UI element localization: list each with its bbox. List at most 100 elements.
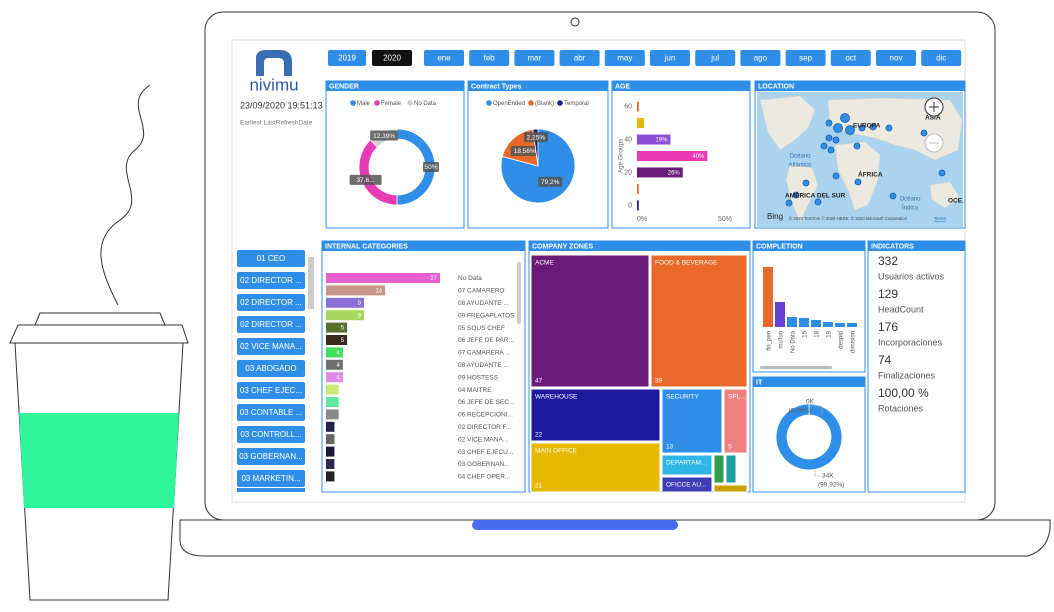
indicator-value: 129: [878, 287, 898, 301]
treemap-label: DEPARTAM...: [666, 460, 707, 467]
bar: [326, 434, 335, 445]
role-button-label: 03 ABOGADO: [245, 364, 296, 373]
data-label-box: [538, 176, 563, 187]
map-label: ÁFRICA: [858, 170, 883, 179]
bar: [326, 347, 343, 358]
month-button[interactable]: [469, 50, 510, 66]
data-label: 5: [341, 338, 345, 344]
role-button[interactable]: [237, 272, 305, 289]
category-label: No Data: [458, 275, 482, 282]
data-label: (0,08%): [789, 408, 812, 415]
panel: [752, 376, 866, 493]
bar: [326, 459, 335, 469]
h-scrollbar: [760, 366, 832, 369]
indicator-label: Incorporaciones: [878, 337, 943, 347]
month-button[interactable]: [559, 50, 600, 66]
bar: [326, 310, 364, 321]
month-button[interactable]: [830, 50, 871, 66]
treemap-value: 22: [535, 432, 543, 439]
indicator-label: Rotaciones: [878, 403, 924, 413]
month-button[interactable]: [650, 50, 690, 66]
role-button[interactable]: [237, 382, 305, 399]
legend-label: Temporal: [564, 101, 589, 107]
indicator-value: 74: [878, 353, 892, 367]
panel-title: IT: [756, 379, 763, 386]
role-button[interactable]: [237, 448, 305, 465]
category-label: 02 DIRECTOR F...: [458, 424, 512, 431]
year-button[interactable]: [328, 50, 366, 66]
logo-mark: [256, 50, 292, 76]
map-land: [759, 95, 816, 151]
role-button[interactable]: [237, 404, 305, 421]
month-button[interactable]: [785, 50, 826, 66]
treemap-value: 13: [666, 444, 674, 451]
role-button[interactable]: [237, 250, 305, 267]
role-scrollbar: [308, 257, 314, 309]
role-button-label: 02 VICE MANA...: [240, 342, 302, 351]
data-label: 5: [341, 326, 345, 332]
category-label: 08 AYUDANTE ...: [458, 300, 509, 307]
legend-label: Female: [381, 101, 402, 107]
bar: [799, 318, 809, 327]
count-label: 0K: [806, 399, 815, 406]
data-label: (99,92%): [818, 482, 844, 489]
bar: [637, 101, 639, 112]
map-point: [920, 129, 928, 137]
category-label: 02 VICE MANA...: [458, 436, 508, 443]
role-button-label: 03 CONTABLE ...: [240, 408, 303, 417]
month-button[interactable]: [921, 50, 962, 66]
x-tick-label: 19: [827, 330, 833, 337]
bar: [637, 200, 639, 211]
role-button-label: 03 GOBERNAN...: [239, 452, 303, 461]
cup-lid: [9, 324, 189, 344]
role-button-partial: [237, 488, 305, 492]
map-land: [929, 181, 961, 209]
year-button[interactable]: [372, 50, 412, 66]
panel: [867, 240, 966, 493]
map-point: [825, 134, 833, 142]
legend-label: No Data: [414, 101, 437, 107]
month-button-label: ago: [754, 54, 768, 63]
role-button[interactable]: [237, 360, 305, 377]
month-button[interactable]: [424, 50, 464, 66]
category-label: 09 HOSTESS: [458, 374, 499, 381]
month-button[interactable]: [876, 50, 916, 66]
panel-title: INTERNAL CATEGORIES: [325, 243, 408, 250]
treemap-cell: [650, 254, 748, 388]
category-label: 05 SOUS CHEF: [458, 325, 505, 332]
logo-text: nivimu: [249, 75, 298, 94]
map-label: Océano: [899, 197, 921, 203]
role-button[interactable]: [237, 470, 305, 487]
month-button[interactable]: [695, 50, 736, 66]
panel-header: [326, 81, 464, 91]
map-terms[interactable]: Terms: [934, 216, 946, 221]
treemap-cell: [713, 484, 748, 493]
y-tick-label: 20: [624, 169, 632, 176]
map-label: ASIA: [925, 115, 941, 122]
panel-title: LOCATION: [758, 83, 794, 90]
month-button[interactable]: [740, 50, 781, 66]
role-button[interactable]: [237, 338, 305, 355]
category-label: 04 MAITRE: [458, 387, 492, 394]
role-button[interactable]: [237, 294, 305, 311]
data-label: 9: [358, 301, 362, 307]
bar: [823, 322, 833, 327]
data-label: 40%: [692, 154, 705, 160]
panel-header: [529, 241, 750, 251]
role-button[interactable]: [237, 316, 305, 333]
treemap-label: SPL...: [728, 394, 746, 401]
month-button[interactable]: [514, 50, 555, 66]
map-point: [854, 178, 862, 186]
data-label: 4: [337, 363, 341, 369]
bar: [835, 323, 845, 327]
map-point: [814, 198, 822, 206]
role-button[interactable]: [237, 426, 305, 443]
map-point: [832, 136, 840, 144]
treemap-label: ACME: [535, 260, 554, 267]
role-button-label: 03 MARKETIN...: [241, 474, 300, 483]
month-button[interactable]: [604, 50, 645, 66]
category-label: 08 AYUDANTE ...: [458, 362, 509, 369]
treemap-cell: [530, 388, 661, 442]
cup-lid-top: [34, 312, 166, 326]
treemap-value: 47: [535, 378, 543, 385]
